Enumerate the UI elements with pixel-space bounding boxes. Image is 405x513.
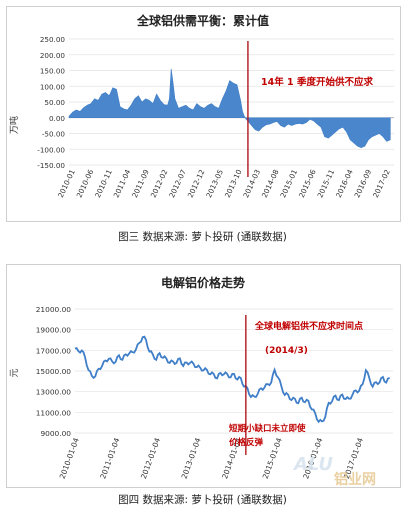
supply-demand-chart-panel: 全球铝供需平衡：累计值 250.00 200.00 150.00 100.00 50.0… bbox=[6, 6, 401, 222]
x-tick-label: 2010-01-04 bbox=[58, 436, 81, 480]
y-tick-label: 21000.00 bbox=[36, 305, 72, 314]
x-tick-label: 2013-05 bbox=[204, 168, 225, 199]
y-tick-label: 250.00 bbox=[40, 35, 66, 44]
x-tick-label: 2010-11 bbox=[93, 168, 114, 199]
annotation-bottom-line1: 短期小缺口未立即使 bbox=[229, 423, 306, 434]
y-tick-label: 0.00 bbox=[49, 114, 65, 123]
svg-text:铝业网: 铝业网 bbox=[334, 471, 376, 488]
x-tick-label: 2012-02 bbox=[149, 168, 170, 199]
y-tick-label: 150.00 bbox=[40, 67, 66, 76]
y-tick-label: 50.00 bbox=[44, 98, 65, 107]
annotation-bottom-line2: 价格反弹 bbox=[229, 437, 264, 448]
annotation-top: 全球电解铝供不应求时间点 bbox=[254, 320, 363, 332]
x-tick-label: 2015-01-04 bbox=[261, 436, 284, 480]
y-tick-label: 17000.00 bbox=[36, 346, 72, 355]
figure-caption-4: 图四 数据来源: 萝卜投研 (通联数据) bbox=[118, 494, 287, 506]
x-tick-label: 2010-01 bbox=[56, 168, 77, 199]
price-line-series bbox=[74, 335, 390, 424]
x-tick-label: 2012-07 bbox=[167, 168, 188, 199]
y-tick-label: 15000.00 bbox=[36, 367, 72, 376]
aluminum-price-chart: 电解铝价格走势 21000.00 19000.00 17000.00 15000.00… bbox=[10, 275, 393, 480]
x-tick-label: 2015-01 bbox=[278, 168, 299, 199]
area-series bbox=[68, 68, 391, 149]
x-tick-label: 2012-01-04 bbox=[139, 436, 162, 480]
x-tick-label: 2017-02 bbox=[371, 168, 392, 199]
y-tick-label: -150.00 bbox=[37, 161, 65, 170]
chart-title: 电解铝价格走势 bbox=[161, 275, 245, 290]
y-tick-label: -50.00 bbox=[42, 130, 66, 139]
y-tick-label: 100.00 bbox=[40, 82, 66, 91]
y-tick-label: 13000.00 bbox=[36, 388, 72, 397]
x-tick-label: 2012-12 bbox=[186, 168, 207, 199]
annotation-label: 14年 1 季度开始供不应求 bbox=[261, 76, 373, 88]
y-tick-label: 9000.00 bbox=[40, 429, 71, 438]
x-tick-label: 2011-01-04 bbox=[98, 436, 121, 480]
figure-caption-3: 图三 数据来源: 萝卜投研 (通联数据) bbox=[118, 231, 287, 243]
chart-title: 全球铝供需平衡：累计值 bbox=[136, 13, 269, 28]
x-tick-label: 2014-03 bbox=[241, 168, 262, 199]
supply-demand-chart: 全球铝供需平衡：累计值 250.00 200.00 150.00 100.00 50.0… bbox=[8, 13, 394, 199]
x-tick-label: 2013-01-04 bbox=[180, 436, 203, 480]
watermark-logo: ALU 铝业网 bbox=[292, 454, 376, 488]
aluminum-price-chart-panel: 电解铝价格走势 21000.00 19000.00 17000.00 15000.00… bbox=[6, 264, 401, 488]
svg-text:ALU: ALU bbox=[292, 454, 333, 475]
annotation-date: (2014/3) bbox=[265, 346, 308, 356]
y-tick-label: 19000.00 bbox=[36, 326, 72, 335]
y-axis-label: 万吨 bbox=[8, 116, 20, 134]
y-axis-label: 元 bbox=[10, 368, 20, 377]
x-tick-label: 2015-11 bbox=[315, 168, 336, 199]
y-tick-label: -100.00 bbox=[37, 145, 65, 154]
y-tick-label: 11000.00 bbox=[36, 408, 72, 417]
y-tick-label: 200.00 bbox=[40, 51, 66, 60]
